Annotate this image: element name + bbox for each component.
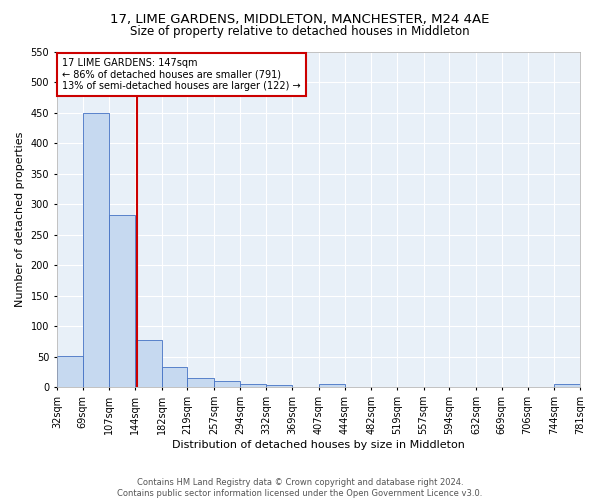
Bar: [109, 215, 135, 388]
Bar: [319, 384, 344, 388]
Text: 17, LIME GARDENS, MIDDLETON, MANCHESTER, M24 4AE: 17, LIME GARDENS, MIDDLETON, MANCHESTER,…: [110, 12, 490, 26]
Bar: [187, 378, 214, 388]
Text: Contains HM Land Registry data © Crown copyright and database right 2024.
Contai: Contains HM Land Registry data © Crown c…: [118, 478, 482, 498]
Bar: [83, 112, 109, 388]
Bar: [214, 381, 240, 388]
Bar: [135, 340, 161, 388]
Y-axis label: Number of detached properties: Number of detached properties: [15, 132, 25, 307]
Bar: [240, 384, 266, 388]
Text: 17 LIME GARDENS: 147sqm
← 86% of detached houses are smaller (791)
13% of semi-d: 17 LIME GARDENS: 147sqm ← 86% of detache…: [62, 58, 301, 92]
Bar: [554, 384, 580, 388]
X-axis label: Distribution of detached houses by size in Middleton: Distribution of detached houses by size …: [172, 440, 465, 450]
Text: Size of property relative to detached houses in Middleton: Size of property relative to detached ho…: [130, 25, 470, 38]
Bar: [57, 356, 83, 388]
Bar: [161, 367, 187, 388]
Bar: [266, 385, 292, 388]
